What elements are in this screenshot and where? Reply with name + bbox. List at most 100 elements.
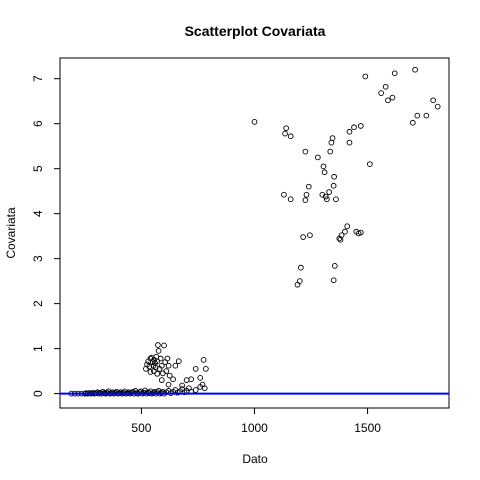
data-point bbox=[338, 232, 345, 239]
data-point bbox=[366, 161, 373, 168]
x-tick-label: 500 bbox=[131, 421, 151, 435]
data-point bbox=[321, 169, 328, 176]
data-point bbox=[282, 130, 288, 137]
data-point bbox=[287, 133, 294, 140]
data-point bbox=[287, 196, 294, 203]
data-point bbox=[382, 83, 389, 90]
data-point bbox=[378, 90, 385, 96]
data-point bbox=[158, 377, 165, 383]
data-point bbox=[251, 119, 258, 125]
data-point bbox=[302, 148, 309, 155]
data-point bbox=[183, 377, 190, 383]
data-point bbox=[409, 119, 416, 126]
data-point bbox=[333, 196, 339, 203]
data-point bbox=[179, 382, 185, 389]
data-point bbox=[330, 277, 337, 284]
data-point bbox=[337, 236, 344, 243]
data-point bbox=[117, 389, 124, 396]
data-point bbox=[430, 97, 437, 104]
data-point bbox=[192, 366, 199, 372]
data-point bbox=[385, 97, 391, 104]
y-tick-label: 6 bbox=[31, 120, 45, 127]
data-point bbox=[296, 278, 303, 284]
x-axis-label: Dato bbox=[242, 452, 268, 466]
data-point bbox=[188, 376, 195, 383]
data-point bbox=[201, 385, 208, 392]
data-point bbox=[164, 355, 171, 362]
y-axis-label: Covariata bbox=[4, 207, 18, 259]
data-point bbox=[203, 366, 209, 372]
y-tick-label: 4 bbox=[31, 210, 45, 217]
data-point bbox=[136, 389, 143, 396]
data-point bbox=[154, 358, 161, 365]
data-point bbox=[414, 112, 421, 119]
data-point bbox=[328, 139, 335, 146]
data-point bbox=[163, 368, 170, 374]
data-point bbox=[158, 362, 165, 369]
data-point bbox=[331, 262, 338, 269]
data-point bbox=[154, 389, 161, 396]
x-tick-label: 1500 bbox=[354, 421, 381, 435]
data-point bbox=[146, 363, 153, 370]
data-point bbox=[151, 368, 157, 374]
data-point bbox=[147, 369, 154, 375]
y-tick-label: 5 bbox=[31, 165, 45, 172]
y-tick-label: 7 bbox=[31, 75, 45, 82]
y-tick-label: 2 bbox=[31, 300, 45, 307]
x-axis: 500 1000 1500 bbox=[131, 407, 381, 435]
data-point bbox=[346, 139, 353, 146]
data-point bbox=[109, 389, 116, 396]
chart-title: Scatterplot Covariata bbox=[185, 23, 326, 39]
data-point bbox=[327, 148, 334, 155]
data-point bbox=[166, 372, 173, 379]
data-point bbox=[314, 154, 321, 161]
data-point bbox=[329, 135, 336, 141]
data-point bbox=[324, 196, 330, 203]
x-tick-label: 1000 bbox=[241, 421, 268, 435]
y-tick-label: 0 bbox=[31, 390, 45, 397]
data-point bbox=[157, 355, 164, 362]
data-point bbox=[434, 103, 441, 110]
data-point bbox=[165, 381, 172, 388]
data-point bbox=[197, 375, 204, 381]
data-point bbox=[175, 358, 182, 365]
data-points bbox=[68, 66, 441, 397]
data-point bbox=[357, 123, 364, 129]
data-point bbox=[172, 362, 179, 369]
data-point bbox=[362, 73, 369, 80]
data-point bbox=[412, 66, 418, 73]
data-point bbox=[281, 191, 287, 198]
data-point bbox=[389, 94, 396, 101]
data-point bbox=[303, 191, 310, 198]
data-point bbox=[155, 348, 162, 354]
data-point bbox=[161, 342, 167, 349]
data-point bbox=[155, 342, 161, 348]
data-point bbox=[322, 193, 329, 200]
data-point bbox=[300, 234, 306, 240]
data-point bbox=[283, 125, 290, 132]
data-point bbox=[342, 228, 348, 235]
data-point bbox=[305, 183, 312, 190]
data-point bbox=[423, 112, 430, 119]
data-point bbox=[391, 70, 398, 77]
data-point bbox=[200, 357, 207, 363]
data-point bbox=[307, 232, 313, 239]
plot-frame bbox=[59, 57, 450, 409]
data-point bbox=[351, 124, 357, 131]
data-point bbox=[154, 370, 161, 377]
data-point bbox=[330, 182, 337, 189]
data-point bbox=[320, 163, 327, 170]
data-point bbox=[346, 128, 353, 135]
data-point bbox=[344, 223, 351, 230]
data-point bbox=[357, 229, 364, 236]
data-point bbox=[170, 376, 176, 383]
y-tick-label: 3 bbox=[31, 255, 45, 262]
data-point bbox=[331, 173, 337, 180]
y-axis: 0 1 2 3 4 5 6 7 bbox=[31, 75, 61, 397]
data-point bbox=[192, 387, 199, 393]
data-point bbox=[298, 264, 304, 271]
data-point bbox=[302, 197, 309, 204]
y-tick-label: 1 bbox=[31, 345, 45, 352]
data-point bbox=[125, 389, 132, 396]
